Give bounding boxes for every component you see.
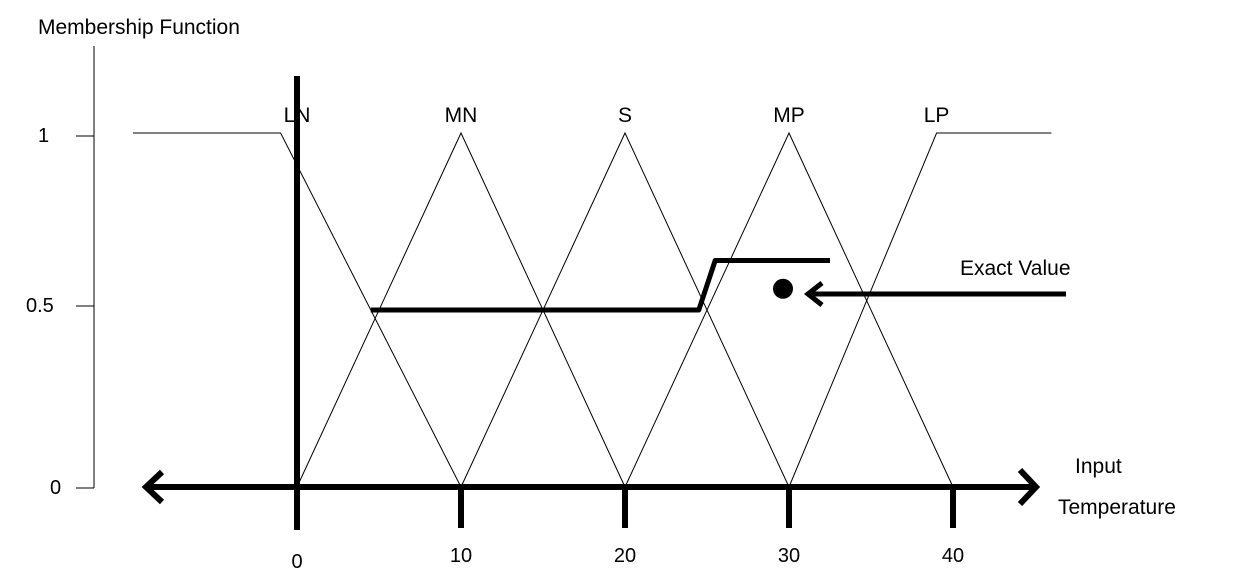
y-axis-label: Membership Function	[38, 16, 240, 39]
x-axis-right-arrowhead	[1017, 467, 1041, 507]
membership-label-lp: LP	[924, 104, 950, 127]
membership-mn	[296, 131, 626, 488]
exact-value-label: Exact Value	[960, 257, 1071, 280]
membership-label-s: S	[618, 104, 632, 127]
x-axis-label-line2: Temperature	[1058, 496, 1176, 519]
membership-ln	[133, 132, 462, 488]
x-tick-label: 0	[291, 551, 302, 573]
membership-sets: LN MN S MP LP	[133, 104, 1052, 488]
x-tick-label: 30	[778, 545, 800, 567]
membership-label-ln: LN	[284, 104, 311, 127]
y-tick-label: 0	[50, 477, 61, 499]
output-curve	[370, 257, 830, 313]
x-axis-label-line1: Input	[1075, 455, 1122, 478]
x-tick-label: 40	[942, 545, 964, 567]
membership-mp	[624, 131, 954, 488]
membership-s	[460, 131, 790, 488]
y-tick-label: 1	[38, 125, 49, 147]
membership-lp	[788, 132, 1052, 488]
x-ticks: 0 10 20 30 40	[291, 487, 964, 573]
x-tick-label: 20	[614, 545, 636, 567]
x-axis-left-arrowhead	[141, 469, 165, 505]
x-tick-label: 10	[450, 545, 472, 567]
exact-value-dot	[773, 278, 793, 299]
membership-label-mp: MP	[773, 104, 805, 127]
exact-value-arrowhead	[803, 281, 824, 307]
membership-label-mn: MN	[445, 104, 478, 127]
y-tick-label: 0.5	[26, 295, 54, 317]
